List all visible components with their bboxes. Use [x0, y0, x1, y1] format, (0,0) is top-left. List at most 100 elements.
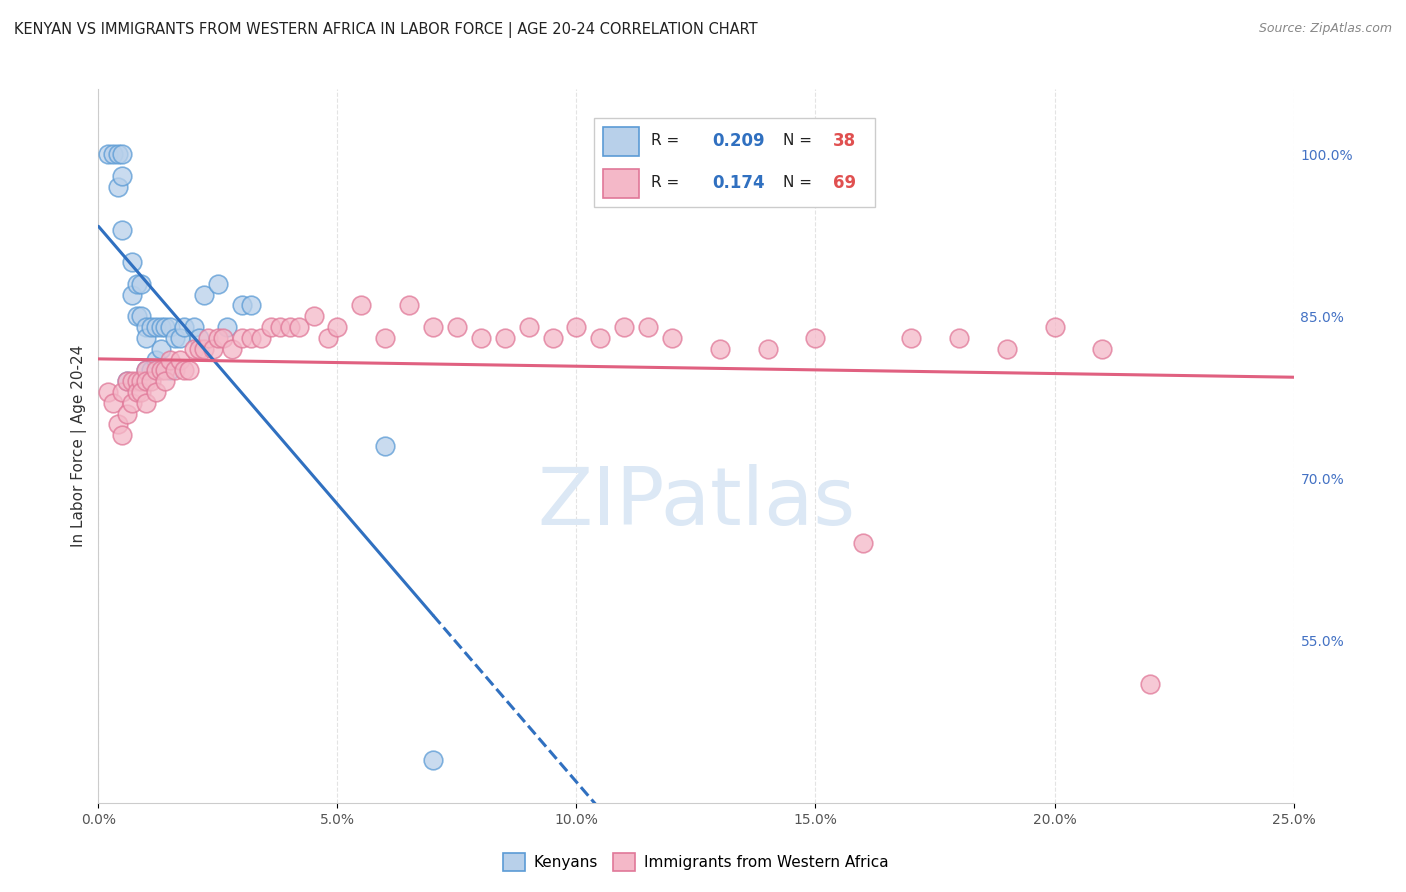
- Point: [115, 374, 138, 388]
- Point: [135, 374, 157, 388]
- Point: [231, 331, 253, 345]
- Point: [131, 384, 153, 399]
- Point: [613, 320, 636, 334]
- Text: 0.209: 0.209: [713, 132, 765, 150]
- Text: Source: ZipAtlas.com: Source: ZipAtlas.com: [1258, 22, 1392, 36]
- Point: [446, 320, 468, 334]
- Text: R =: R =: [651, 176, 679, 190]
- Point: [121, 396, 143, 410]
- Point: [326, 320, 349, 334]
- Point: [1139, 677, 1161, 691]
- Point: [121, 255, 143, 269]
- Point: [240, 331, 263, 345]
- Point: [207, 277, 229, 291]
- Point: [135, 396, 157, 410]
- Point: [259, 320, 281, 334]
- Point: [1043, 320, 1066, 334]
- Point: [115, 407, 138, 421]
- Point: [125, 384, 148, 399]
- Point: [250, 331, 273, 345]
- Point: [900, 331, 922, 345]
- Point: [374, 439, 396, 453]
- Point: [111, 147, 134, 161]
- Point: [517, 320, 540, 334]
- Point: [107, 417, 129, 432]
- Point: [211, 331, 233, 345]
- Point: [187, 331, 209, 345]
- Point: [470, 331, 492, 345]
- Point: [131, 310, 153, 324]
- Point: [565, 320, 588, 334]
- FancyBboxPatch shape: [595, 118, 875, 207]
- Point: [135, 363, 157, 377]
- Point: [288, 320, 311, 334]
- Point: [135, 320, 157, 334]
- Point: [179, 363, 201, 377]
- Point: [97, 384, 120, 399]
- Point: [187, 342, 209, 356]
- Point: [121, 374, 143, 388]
- Point: [159, 352, 181, 367]
- Point: [155, 374, 177, 388]
- Point: [111, 384, 134, 399]
- Point: [149, 363, 172, 377]
- Point: [183, 342, 205, 356]
- Point: [163, 331, 186, 345]
- Point: [183, 320, 205, 334]
- Point: [149, 342, 172, 356]
- Point: [193, 287, 215, 301]
- Point: [541, 331, 564, 345]
- Point: [637, 320, 659, 334]
- Point: [240, 298, 263, 312]
- Point: [193, 342, 215, 356]
- Point: [1091, 342, 1114, 356]
- Point: [145, 352, 167, 367]
- Point: [398, 298, 420, 312]
- Text: R =: R =: [651, 134, 679, 148]
- Text: 38: 38: [834, 132, 856, 150]
- Point: [316, 331, 339, 345]
- Point: [121, 287, 143, 301]
- Text: N =: N =: [783, 134, 811, 148]
- Text: 69: 69: [834, 174, 856, 192]
- Point: [155, 363, 177, 377]
- Point: [422, 753, 444, 767]
- Point: [173, 363, 195, 377]
- FancyBboxPatch shape: [603, 169, 640, 198]
- Point: [159, 363, 181, 377]
- Point: [995, 342, 1018, 356]
- Point: [221, 342, 243, 356]
- Point: [115, 374, 138, 388]
- Point: [101, 396, 124, 410]
- Point: [169, 331, 191, 345]
- Point: [125, 310, 148, 324]
- Point: [97, 147, 120, 161]
- Point: [145, 363, 167, 377]
- Text: KENYAN VS IMMIGRANTS FROM WESTERN AFRICA IN LABOR FORCE | AGE 20-24 CORRELATION : KENYAN VS IMMIGRANTS FROM WESTERN AFRICA…: [14, 22, 758, 38]
- Point: [139, 320, 162, 334]
- Point: [139, 363, 162, 377]
- Point: [111, 223, 134, 237]
- Legend: Kenyans, Immigrants from Western Africa: Kenyans, Immigrants from Western Africa: [498, 847, 894, 877]
- Point: [135, 331, 157, 345]
- Point: [173, 320, 195, 334]
- Text: 0.174: 0.174: [713, 174, 765, 192]
- Point: [661, 331, 683, 345]
- Point: [145, 320, 167, 334]
- Point: [278, 320, 301, 334]
- Point: [589, 331, 612, 345]
- Point: [125, 277, 148, 291]
- Point: [302, 310, 325, 324]
- Point: [422, 320, 444, 334]
- Point: [131, 374, 153, 388]
- Point: [145, 384, 167, 399]
- Point: [756, 342, 779, 356]
- Point: [217, 320, 239, 334]
- Point: [169, 352, 191, 367]
- Point: [709, 342, 731, 356]
- Point: [125, 374, 148, 388]
- Point: [202, 342, 225, 356]
- Point: [207, 331, 229, 345]
- Point: [494, 331, 516, 345]
- Point: [139, 374, 162, 388]
